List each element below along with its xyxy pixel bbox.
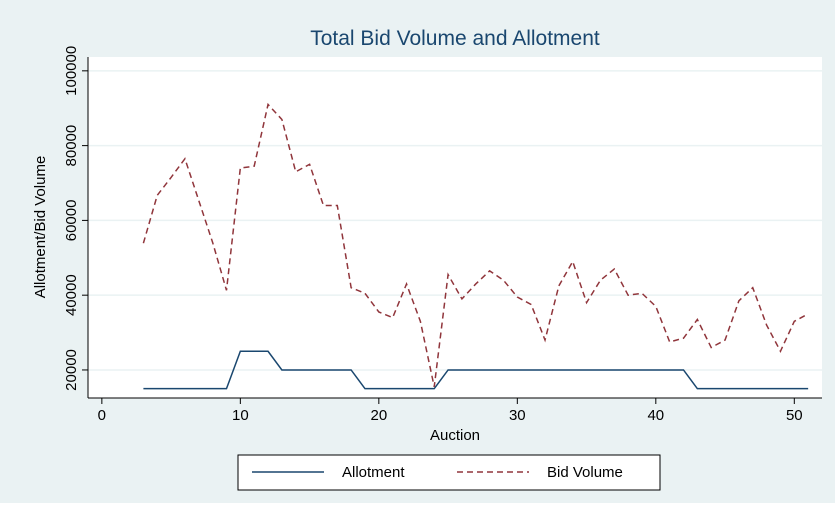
legend-label: Bid Volume <box>547 464 623 481</box>
x-tick-label: 50 <box>786 407 803 424</box>
y-tick-label: 40000 <box>63 274 80 316</box>
x-tick-label: 30 <box>509 407 526 424</box>
plot-area <box>88 57 822 398</box>
x-tick-label: 10 <box>232 407 249 424</box>
x-tick-label: 40 <box>647 407 664 424</box>
x-tick-label: 20 <box>370 407 387 424</box>
chart-title: Total Bid Volume and Allotment <box>310 27 600 50</box>
legend-label: Allotment <box>342 464 405 481</box>
y-tick-label: 80000 <box>63 125 80 167</box>
series-line <box>142 102 809 387</box>
y-axis-label: Allotment/Bid Volume <box>32 156 49 299</box>
x-tick-label: 0 <box>98 407 106 424</box>
y-tick-label: 20000 <box>63 349 80 391</box>
x-axis-label: Auction <box>430 427 480 444</box>
y-tick-label: 60000 <box>63 200 80 242</box>
y-tick-label: 100000 <box>63 46 80 96</box>
series-line <box>143 350 809 390</box>
